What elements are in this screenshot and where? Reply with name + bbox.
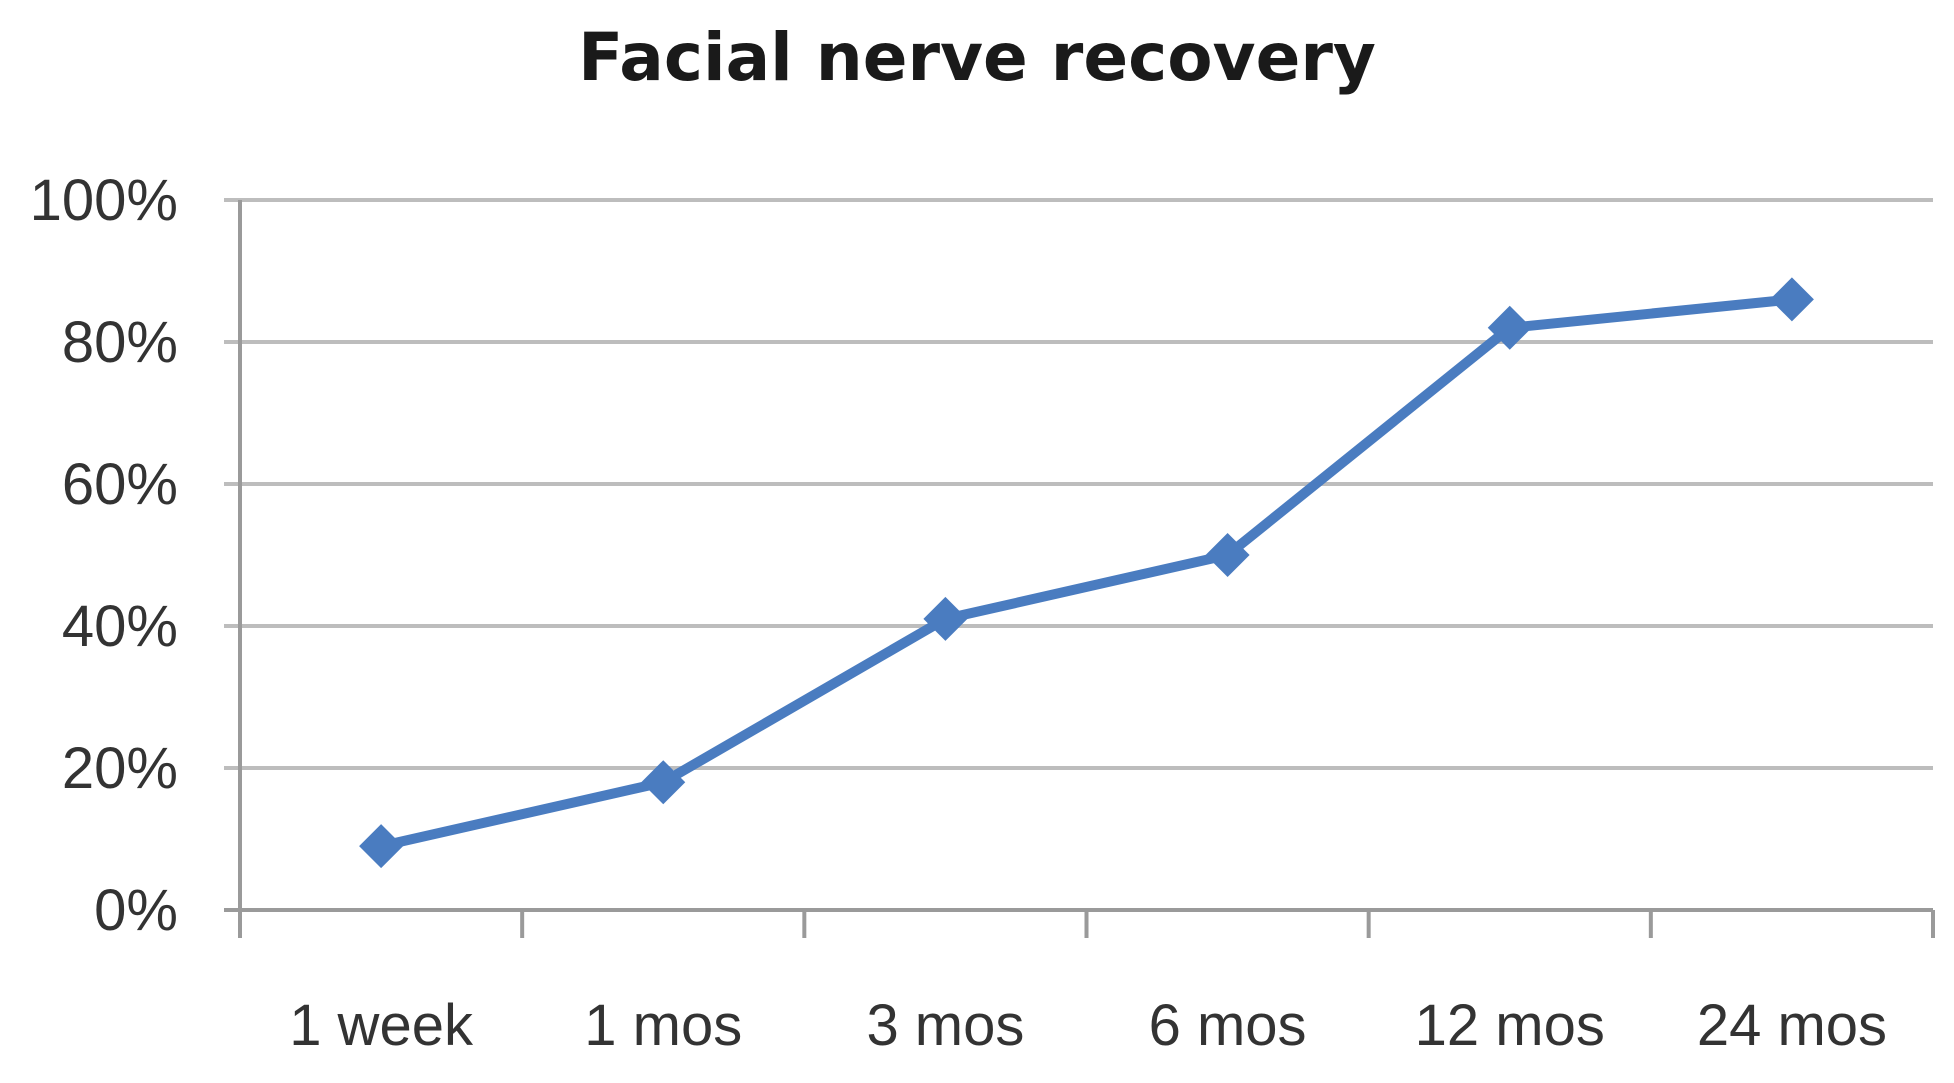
- x-tick-label: 24 mos: [1697, 993, 1887, 1058]
- x-tick-label: 6 mos: [1149, 993, 1307, 1058]
- x-tick-label: 1 mos: [584, 993, 742, 1058]
- data-point-marker: [1769, 277, 1814, 322]
- data-point-marker: [1205, 533, 1250, 577]
- y-axis-tick-labels: 0% 20% 40% 60% 80% 100%: [30, 168, 178, 943]
- x-tick-label: 3 mos: [866, 993, 1024, 1058]
- x-tick-label: 1 week: [289, 993, 474, 1058]
- axes: [238, 200, 1935, 938]
- y-tick-label: 0%: [94, 878, 178, 943]
- y-tick-label: 100%: [30, 168, 178, 233]
- data-point-marker: [641, 760, 686, 805]
- x-axis-tick-labels: 1 week 1 mos 3 mos 6 mos 12 mos 24 mos: [289, 993, 1887, 1058]
- y-tick-label: 40%: [62, 594, 178, 659]
- y-tick-label: 80%: [62, 310, 178, 375]
- gridlines: [224, 198, 1933, 912]
- chart-title: Facial nerve recovery: [578, 19, 1376, 96]
- x-tick-label: 12 mos: [1415, 993, 1605, 1058]
- data-series: [359, 277, 1814, 869]
- data-point-marker: [1487, 305, 1532, 350]
- y-tick-label: 60%: [62, 452, 178, 517]
- data-point-marker: [923, 596, 968, 641]
- data-point-marker: [359, 824, 404, 869]
- y-tick-label: 20%: [62, 736, 178, 801]
- series-line: [376, 294, 1797, 852]
